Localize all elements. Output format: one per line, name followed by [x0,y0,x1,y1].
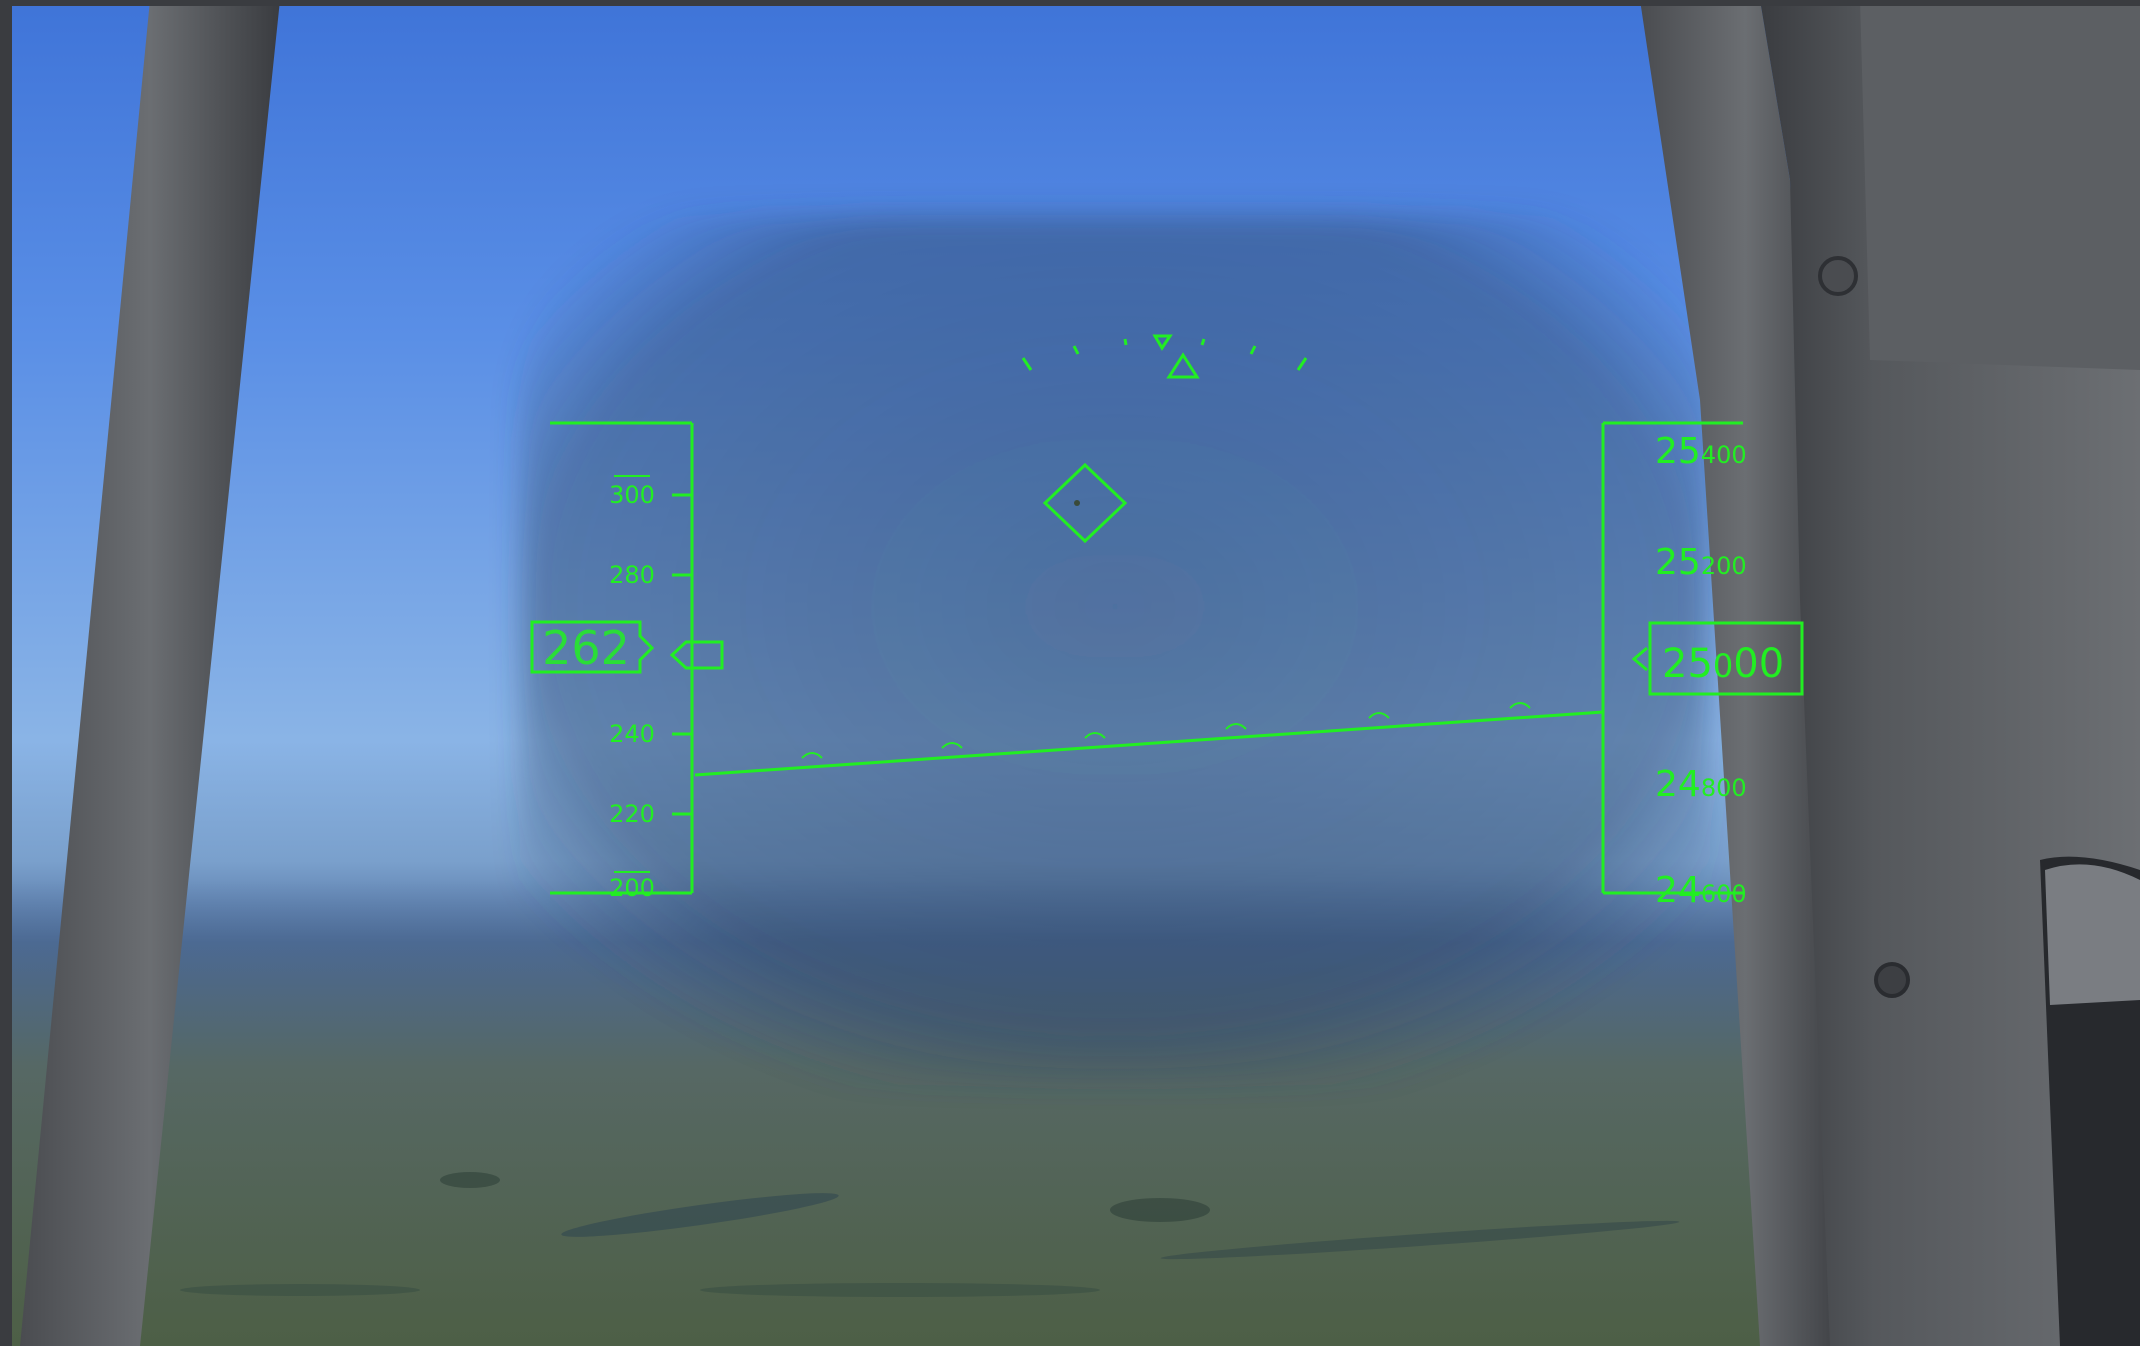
top-frame-edge [0,0,2140,6]
altitude-readout-box [1648,621,1804,696]
window-latch-handle[interactable] [2045,864,2140,1005]
altitude-tick-label: 24800 [1655,764,1747,805]
altitude-labels: 25400 25200 24800 24600 [1655,431,1747,911]
horizon-line [694,710,1604,777]
flight-path-vector [1042,462,1128,544]
airspeed-bug [669,640,724,670]
bank-zero-marker [1152,334,1173,351]
airspeed-labels: 300 280 240 220 200 [609,481,655,902]
flight-path-vector-center [1074,500,1080,506]
altitude-tick-label: 25200 [1655,542,1747,583]
airspeed-readout: 262 [542,621,630,675]
left-window-pillar [20,0,280,1346]
hud-symbology [530,334,1804,895]
altitude-tape [1601,421,1804,895]
airspeed-readout-box [530,620,655,674]
airspeed-tape [530,421,724,895]
frame-bolt-upper [1818,256,1858,296]
altitude-tick-label: 25400 [1655,431,1747,472]
airspeed-tick-label: 200 [609,874,655,902]
left-frame-edge [0,0,12,1346]
side-panel-upper [1860,0,2140,370]
terrain-patches [180,1172,1680,1297]
bank-pointer [1166,352,1200,379]
altitude-bug [1631,646,1648,672]
altitude-tick-label: 24600 [1655,870,1747,911]
airspeed-tick-label: 280 [609,561,655,589]
bank-angle-scale [1021,334,1308,379]
airspeed-tick-label: 240 [609,720,655,748]
hud-combiner-glass [520,215,1710,1085]
airspeed-tick-label: 300 [609,481,655,509]
airspeed-tick-label: 220 [609,800,655,828]
heading-marks [801,702,1531,759]
frame-bolt-lower [1874,962,1910,998]
altitude-readout: 25000 [1662,641,1784,687]
